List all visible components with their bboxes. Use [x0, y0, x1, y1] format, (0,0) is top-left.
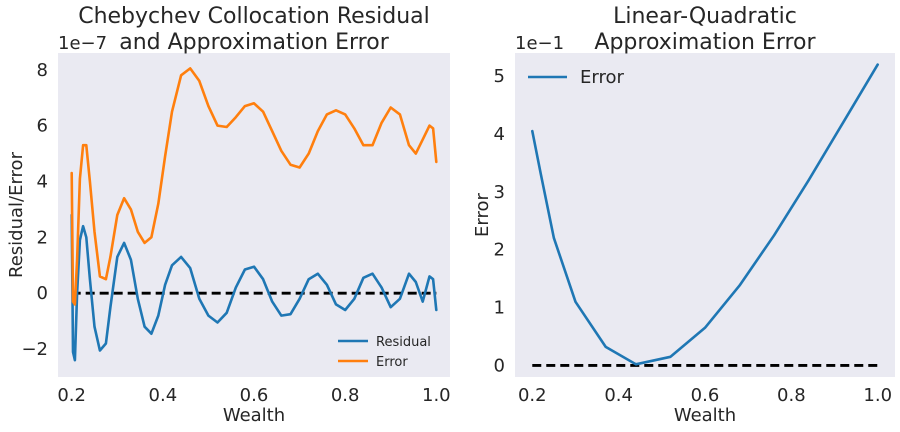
y-tick-label: 0 [37, 283, 48, 304]
left-chart-title-line-1: Chebychev Collocation Residual [78, 4, 430, 29]
x-tick-label: 0.6 [240, 385, 269, 406]
x-tick-label: 0.8 [331, 385, 360, 406]
series-line-residual [70, 213, 438, 362]
left-plot-area [58, 53, 450, 377]
y-tick-label: 2 [494, 240, 505, 261]
right-legend: Error [528, 67, 624, 88]
legend-error-label: Error [376, 355, 408, 370]
right-y-offset-text: 1e−1 [515, 33, 564, 54]
x-tick-label: 0.8 [777, 385, 806, 406]
left-subplot: 0.2 0.4 0.6 0.8 1.0 −2 0 2 4 6 8 Chebychev Colloc… [6, 4, 451, 426]
x-tick-label: 0.2 [518, 385, 547, 406]
y-tick-label: 5 [494, 66, 505, 87]
y-tick-label: 1 [494, 298, 505, 319]
x-tick-label: 1.0 [863, 385, 892, 406]
y-tick-label: 3 [494, 182, 505, 203]
y-tick-label: 0 [494, 355, 505, 376]
series-line-error [70, 67, 438, 306]
y-tick-label: 4 [37, 171, 48, 192]
right-x-axis-label: Wealth [674, 405, 736, 426]
left-y-offset-text: 1e−7 [58, 33, 107, 54]
x-tick-label: 1.0 [422, 385, 451, 406]
x-tick-label: 0.2 [57, 385, 86, 406]
left-chart-title-line-2: and Approximation Error [119, 30, 389, 55]
right-chart-title-line-1: Linear-Quadratic [613, 4, 797, 29]
x-tick-label: 0.4 [149, 385, 178, 406]
y-tick-label: −2 [21, 339, 48, 360]
legend-residual-label: Residual [376, 335, 431, 350]
right-y-axis-label: Error [472, 192, 493, 236]
x-tick-label: 0.6 [691, 385, 720, 406]
y-tick-label: 8 [37, 60, 48, 81]
x-tick-label: 0.4 [604, 385, 633, 406]
right-chart-title-line-2: Approximation Error [594, 30, 816, 55]
legend-error-label: Error [580, 67, 624, 88]
y-tick-label: 4 [494, 124, 505, 145]
left-y-axis-label: Residual/Error [6, 151, 27, 278]
left-x-axis-label: Wealth [223, 405, 285, 426]
left-legend: Residual Error [338, 335, 431, 370]
series-line-error [530, 63, 880, 366]
right-plot-area [515, 53, 895, 377]
y-tick-label: 6 [37, 116, 48, 137]
y-tick-label: 2 [37, 227, 48, 248]
